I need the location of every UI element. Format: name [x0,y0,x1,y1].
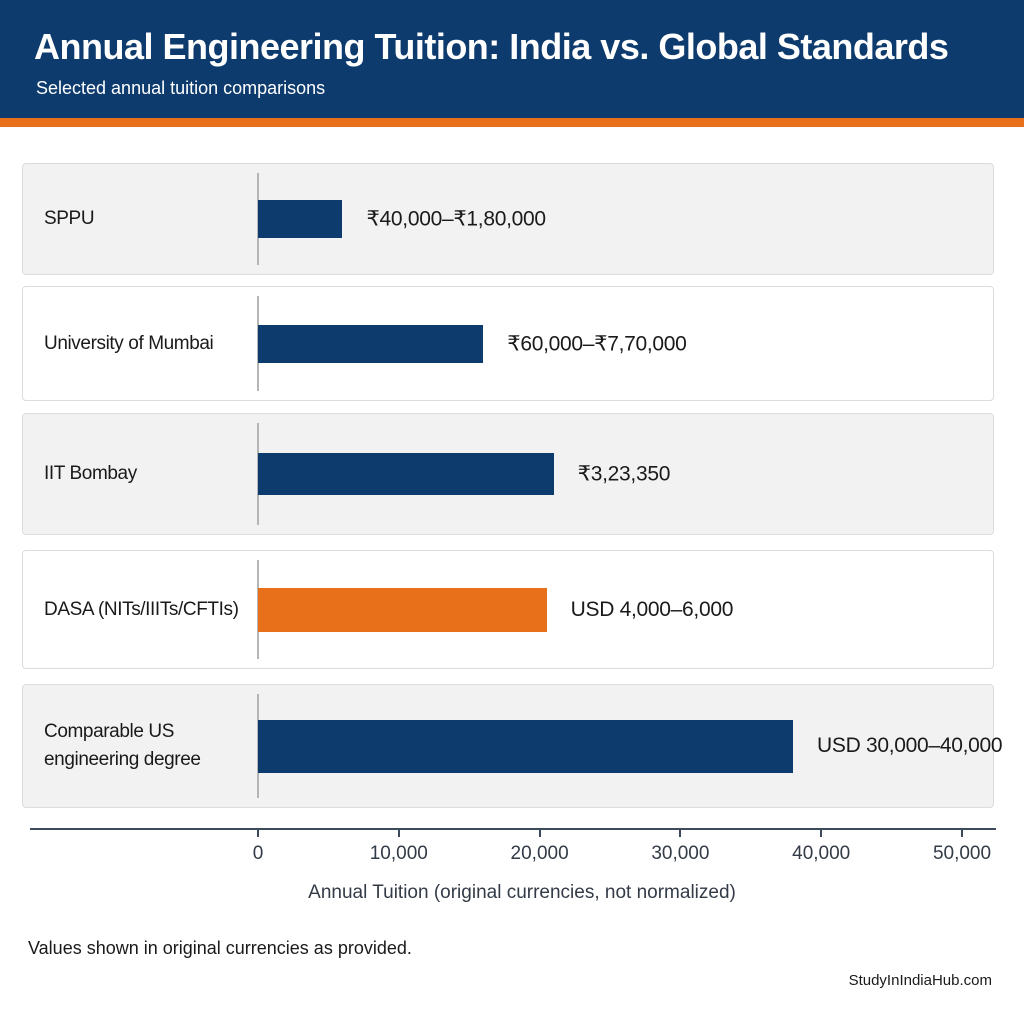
bar [258,719,794,773]
category-label: Comparable US engineering degree [44,721,201,770]
footnote: Values shown in original currencies as p… [28,938,412,958]
row-background [22,286,994,401]
chart-title: Annual Engineering Tuition: India vs. Gl… [34,26,949,67]
row-divider [257,173,259,265]
x-tick-label: 0 [252,843,264,864]
bar [258,200,343,238]
category-label: IIT Bombay [44,463,137,484]
x-tick [257,828,259,837]
x-tick-label: 40,000 [792,843,851,864]
category-label: SPPU [44,208,95,229]
x-tick-label: 50,000 [932,843,992,864]
x-tick-label: 30,000 [651,843,710,864]
source: StudyInIndiaHub.com [848,972,992,989]
bar-annotation: USD 30,000–40,000 [817,734,1003,757]
category-label: University of Mumbai [44,332,214,354]
x-tick-label: 20,000 [510,843,569,864]
x-tick [538,828,541,837]
bar-annotation: USD 4,000–6,000 [570,597,734,621]
x-tick-label: 10,000 [369,843,428,864]
x-tick [397,828,400,837]
x-tick [820,828,823,837]
x-axis-label: Annual Tuition (original currencies, not… [308,882,736,903]
row-divider [257,560,259,659]
row-divider [257,296,259,391]
header-band [0,0,1024,118]
bar-annotation: ₹40,000–₹1,80,000 [366,207,546,231]
bar [258,324,484,363]
x-axis-line [30,828,996,830]
bar-annotation: ₹3,23,350 [577,462,671,486]
bar [258,453,554,495]
bar-annotation: ₹60,000–₹7,70,000 [507,332,687,355]
row-divider [257,423,259,525]
chart-subtitle: Selected annual tuition comparisons [36,78,326,98]
x-tick [679,828,682,837]
category-label: DASA (NITs/IIITs/CFTIs) [44,598,239,620]
bar [258,587,547,632]
row-divider [257,694,259,798]
row-background [22,163,994,275]
accent-stripe [0,118,1024,127]
x-tick [961,828,963,837]
